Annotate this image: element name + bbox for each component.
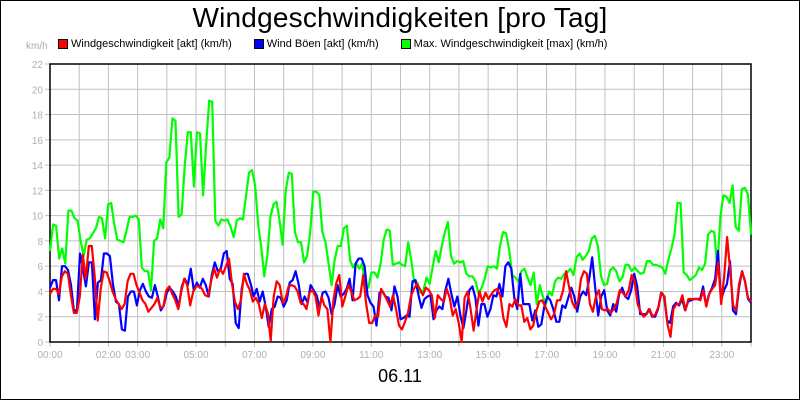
- y-tick-label: 20: [32, 85, 44, 96]
- y-tick-label: 0: [37, 338, 43, 349]
- axes: 0 2 4 6 8 10 12 14 16 18 20 22 00:00 02:00 03:00 05:00 0…: [32, 60, 752, 361]
- series-line: [48, 99, 753, 306]
- x-tick-label: 23:00: [709, 350, 734, 361]
- grid-lines: [50, 63, 751, 342]
- x-tick-label: 02:00: [96, 350, 121, 361]
- x-tick-label: 15:00: [476, 350, 501, 361]
- y-tick-label: 16: [32, 136, 44, 147]
- legend-label-gusts: Wind Böen [akt] (km/h): [266, 38, 379, 50]
- legend-item-wind-speed: Windgeschwindigkeit [akt] (km/h): [58, 38, 232, 50]
- series-line: [49, 236, 752, 344]
- x-tick-label: 11:00: [359, 350, 384, 361]
- x-tick-label: 19:00: [592, 350, 617, 361]
- x-tick-label: 17:00: [534, 350, 559, 361]
- x-tick-label: 00:00: [37, 350, 62, 361]
- y-tick-label: 2: [37, 313, 43, 324]
- y-axis-unit-label: km/h: [26, 41, 48, 52]
- x-tick-label: 13:00: [417, 350, 442, 361]
- data-series: [48, 99, 753, 344]
- y-tick-label: 12: [32, 186, 44, 197]
- y-tick-label: 8: [37, 237, 43, 248]
- x-tick-label: 03:00: [125, 350, 150, 361]
- y-tick-label: 22: [32, 60, 44, 71]
- y-tick-label: 10: [32, 212, 44, 223]
- x-tick-label: 09:00: [300, 350, 325, 361]
- x-tick-label: 05:00: [184, 350, 209, 361]
- x-tick-label: 21:00: [651, 350, 676, 361]
- legend-swatch-green: [400, 39, 411, 49]
- legend-swatch-blue: [253, 39, 264, 49]
- legend-item-max-speed: Max. Windgeschwindigkeit [max] (km/h): [400, 38, 608, 50]
- x-tick-label: 07:00: [242, 350, 267, 361]
- legend-item-gusts: Wind Böen [akt] (km/h): [253, 38, 379, 50]
- y-tick-label: 14: [32, 161, 44, 172]
- legend-swatch-red: [58, 39, 68, 49]
- chart-legend: Windgeschwindigkeit [akt] (km/h) Wind Bö…: [58, 38, 629, 50]
- legend-label-wind-speed: Windgeschwindigkeit [akt] (km/h): [71, 38, 232, 50]
- chart-title: Windgeschwindigkeiten [pro Tag]: [192, 2, 608, 33]
- y-tick-label: 18: [32, 111, 44, 122]
- y-tick-label: 4: [37, 287, 43, 298]
- legend-label-max-speed: Max. Windgeschwindigkeit [max] (km/h): [413, 38, 608, 50]
- date-label: 06.11: [378, 366, 422, 386]
- y-tick-label: 6: [37, 262, 43, 273]
